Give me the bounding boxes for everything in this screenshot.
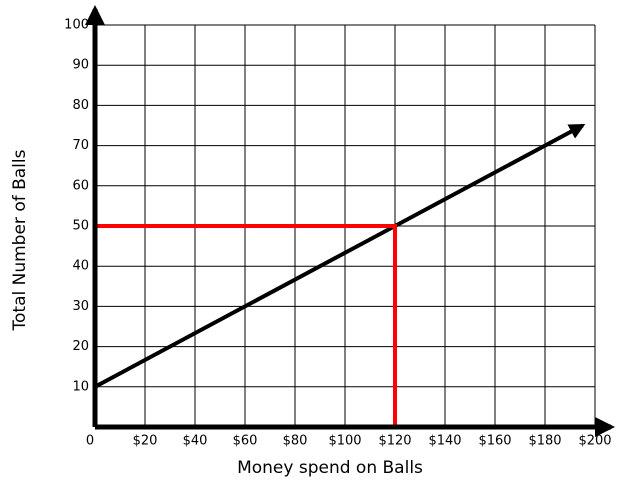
y-tick-label: 70 (72, 138, 89, 153)
data-line (94, 123, 586, 389)
y-axis-title: Total Number of Balls (10, 149, 30, 331)
x-tick-label: $180 (528, 434, 561, 449)
x-tick-label: $20 (133, 434, 158, 449)
y-tick-label: 90 (72, 58, 89, 73)
x-tick-label: $160 (478, 434, 511, 449)
x-axis-title: Money spend on Balls (237, 458, 423, 478)
y-tick-label: 60 (72, 178, 89, 193)
x-tick-label: $60 (233, 434, 258, 449)
x-tick-label: $120 (378, 434, 411, 449)
x-tick-label: $100 (328, 434, 361, 449)
x-tick-label: 0 (86, 434, 94, 449)
y-tick-label: 10 (72, 379, 89, 394)
plot-area (94, 123, 586, 427)
y-tick-label: 30 (72, 299, 89, 314)
x-tick-label: $80 (283, 434, 308, 449)
y-tick-label: 100 (64, 18, 89, 33)
y-tick-label: 40 (72, 259, 89, 274)
x-tick-label: $200 (578, 434, 611, 449)
x-tick-label: $140 (428, 434, 461, 449)
y-tick-label: 20 (72, 339, 89, 354)
y-tick-label: 80 (72, 98, 89, 113)
x-tick-label: $40 (183, 434, 208, 449)
y-tick-label: 50 (72, 219, 89, 234)
